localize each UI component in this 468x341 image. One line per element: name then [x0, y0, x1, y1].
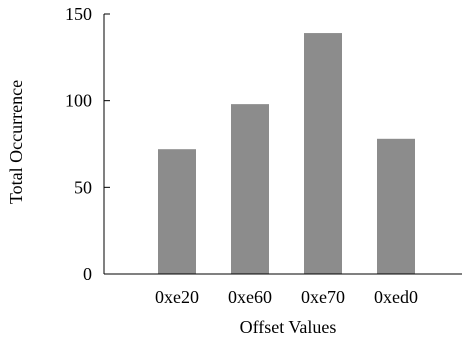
y-ticks-group: 0 50 100 150 [65, 4, 110, 284]
x-tick-label: 0xe20 [155, 287, 199, 307]
bars-group [158, 33, 415, 274]
bar-0xe60 [231, 104, 269, 274]
x-tick-label: 0xe60 [228, 287, 272, 307]
y-tick-label: 50 [74, 177, 92, 197]
bar-0xe70 [304, 33, 342, 274]
y-tick-label: 150 [65, 4, 92, 24]
x-tick-label: 0xed0 [374, 287, 418, 307]
x-tick-label: 0xe70 [301, 287, 345, 307]
x-ticks-group: 0xe20 0xe60 0xe70 0xed0 [155, 287, 418, 307]
bar-0xe20 [158, 149, 196, 274]
bar-0xed0 [377, 139, 415, 274]
x-axis-title: Offset Values [240, 317, 337, 337]
y-axis-title: Total Occurrence [6, 80, 26, 204]
y-tick-label: 100 [65, 91, 92, 111]
y-tick-label: 0 [83, 264, 92, 284]
